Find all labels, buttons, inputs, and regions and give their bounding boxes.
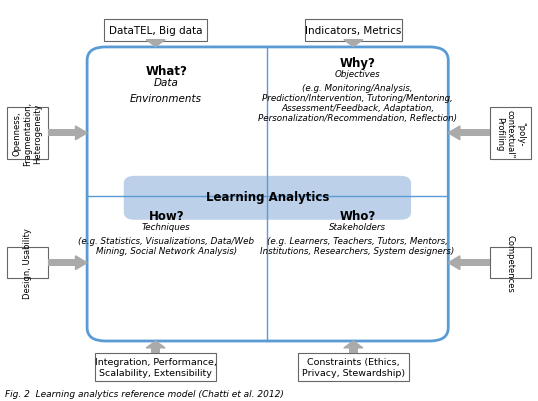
FancyBboxPatch shape — [87, 48, 448, 341]
Bar — [95, 353, 216, 381]
Text: "poly-
contextual"
Profiling: "poly- contextual" Profiling — [495, 109, 526, 158]
Bar — [460, 259, 490, 267]
Text: Why?: Why? — [339, 57, 376, 70]
Text: What?: What? — [145, 65, 187, 78]
Polygon shape — [75, 127, 87, 140]
Polygon shape — [344, 41, 363, 47]
Bar — [490, 248, 531, 278]
Text: Institutions, Researchers, System designers): Institutions, Researchers, System design… — [260, 246, 455, 255]
FancyBboxPatch shape — [124, 176, 411, 220]
Text: Environments: Environments — [130, 93, 202, 103]
Polygon shape — [146, 341, 165, 348]
Text: Objectives: Objectives — [335, 70, 380, 79]
Text: Indicators, Metrics: Indicators, Metrics — [305, 26, 401, 36]
Text: DataTEL, Big data: DataTEL, Big data — [109, 26, 202, 36]
Text: Assessment/Feedback, Adaptation,: Assessment/Feedback, Adaptation, — [281, 103, 434, 112]
Polygon shape — [146, 41, 165, 47]
Text: Mining, Social Network Analysis): Mining, Social Network Analysis) — [96, 246, 237, 255]
Bar — [349, 348, 358, 353]
Text: Stakeholders: Stakeholders — [329, 223, 386, 232]
Text: (e.g. Monitoring/Analysis,: (e.g. Monitoring/Analysis, — [302, 84, 413, 93]
Bar — [104, 20, 207, 42]
Bar — [490, 108, 531, 159]
Text: Integration, Performance,
Scalability, Extensibility: Integration, Performance, Scalability, E… — [95, 357, 217, 377]
Text: Personalization/Recommendation, Reflection): Personalization/Recommendation, Reflecti… — [258, 113, 457, 122]
Bar — [7, 248, 48, 278]
Polygon shape — [448, 256, 460, 270]
Polygon shape — [448, 127, 460, 140]
Text: Learning Analytics: Learning Analytics — [206, 190, 329, 204]
Bar — [48, 259, 75, 267]
Bar — [305, 20, 402, 42]
Polygon shape — [75, 256, 87, 270]
Text: Design, Usability: Design, Usability — [23, 228, 32, 298]
Text: Competences: Competences — [506, 234, 515, 292]
Text: Constraints (Ethics,
Privacy, Stewardship): Constraints (Ethics, Privacy, Stewardshi… — [302, 357, 405, 377]
Text: Data: Data — [154, 78, 179, 88]
Text: How?: How? — [148, 210, 184, 223]
Bar — [298, 353, 409, 381]
Text: Prediction/Intervention, Tutoring/Mentoring,: Prediction/Intervention, Tutoring/Mentor… — [262, 93, 453, 103]
Text: (e.g. Learners, Teachers, Tutors, Mentors,: (e.g. Learners, Teachers, Tutors, Mentor… — [267, 236, 448, 245]
Text: Fig. 2  Learning analytics reference model (Chatti et al. 2012): Fig. 2 Learning analytics reference mode… — [5, 389, 284, 398]
Bar — [151, 348, 160, 353]
Text: (e.g. Statistics, Visualizations, Data/Web: (e.g. Statistics, Visualizations, Data/W… — [78, 236, 254, 245]
Bar — [48, 130, 75, 137]
Polygon shape — [344, 341, 363, 348]
Text: Who?: Who? — [339, 210, 376, 223]
Text: Techniques: Techniques — [142, 223, 190, 232]
Text: Openness,
Fragmentation,
Heterogeneity: Openness, Fragmentation, Heterogeneity — [12, 101, 43, 166]
Bar — [7, 108, 48, 159]
Bar — [460, 130, 490, 137]
